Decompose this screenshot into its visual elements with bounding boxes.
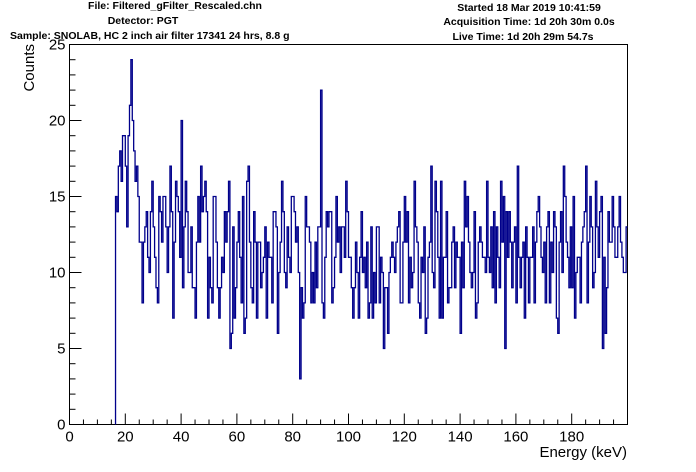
x-axis: 0 20 40 60 80 100 120 140 160 180: [65, 413, 628, 446]
x-tick-label: 120: [392, 429, 417, 446]
y-tick-label: 0: [57, 417, 65, 434]
x-tick-label: 80: [284, 429, 301, 446]
x-tick-label: 140: [448, 429, 473, 446]
y-axis-label: Counts: [21, 44, 38, 92]
spectrum-histogram: [114, 59, 628, 425]
chart-header: File: Filtered_gFilter_Rescaled.chn Dete…: [0, 0, 696, 44]
detector-label: Detector: PGT: [107, 15, 179, 27]
acquisition-time-label: Acquisition Time: 1d 20h 30m 0.0s: [443, 16, 615, 28]
x-tick-label: 0: [65, 429, 73, 446]
y-tick-label: 25: [49, 37, 66, 54]
y-tick-label: 10: [49, 265, 66, 282]
x-tick-label: 160: [503, 429, 528, 446]
x-tick-label: 60: [229, 429, 246, 446]
y-tick-label: 20: [49, 113, 66, 130]
sample-label: Sample: SNOLAB, HC 2 inch air filter 173…: [10, 30, 290, 42]
y-tick-label: 5: [57, 341, 65, 358]
started-label: Started 18 Mar 2019 10:41:59: [457, 2, 601, 14]
file-label: File: Filtered_gFilter_Rescaled.chn: [88, 0, 262, 12]
x-tick-label: 100: [336, 429, 361, 446]
y-axis: 0 5 10 15 20 25: [49, 37, 82, 434]
live-time-label: Live Time: 1d 20h 29m 54.7s: [452, 31, 594, 43]
y-tick-label: 15: [49, 189, 66, 206]
x-axis-label: Energy (keV): [539, 444, 627, 461]
x-tick-label: 180: [559, 429, 584, 446]
x-tick-label: 20: [117, 429, 134, 446]
x-tick-label: 40: [173, 429, 190, 446]
